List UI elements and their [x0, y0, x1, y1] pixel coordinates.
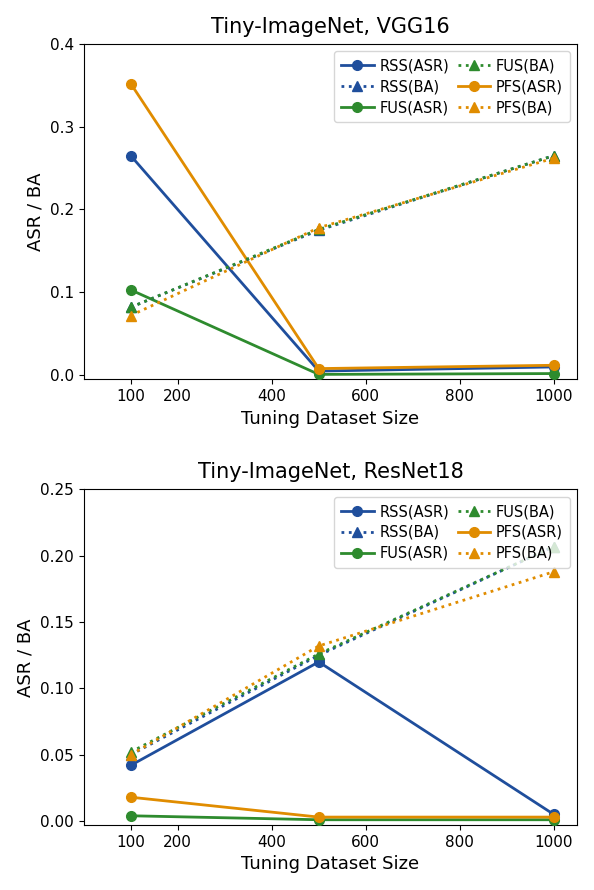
X-axis label: Tuning Dataset Size: Tuning Dataset Size	[241, 855, 419, 873]
Title: Tiny-ImageNet, VGG16: Tiny-ImageNet, VGG16	[211, 17, 450, 36]
Y-axis label: ASR / BA: ASR / BA	[17, 618, 34, 697]
Y-axis label: ASR / BA: ASR / BA	[26, 173, 44, 251]
Legend: RSS(ASR), RSS(BA), FUS(ASR), FUS(BA), PFS(ASR), PFS(BA): RSS(ASR), RSS(BA), FUS(ASR), FUS(BA), PF…	[334, 51, 570, 122]
Title: Tiny-ImageNet, ResNet18: Tiny-ImageNet, ResNet18	[198, 463, 463, 482]
X-axis label: Tuning Dataset Size: Tuning Dataset Size	[241, 409, 419, 427]
Legend: RSS(ASR), RSS(BA), FUS(ASR), FUS(BA), PFS(ASR), PFS(BA): RSS(ASR), RSS(BA), FUS(ASR), FUS(BA), PF…	[334, 497, 570, 568]
